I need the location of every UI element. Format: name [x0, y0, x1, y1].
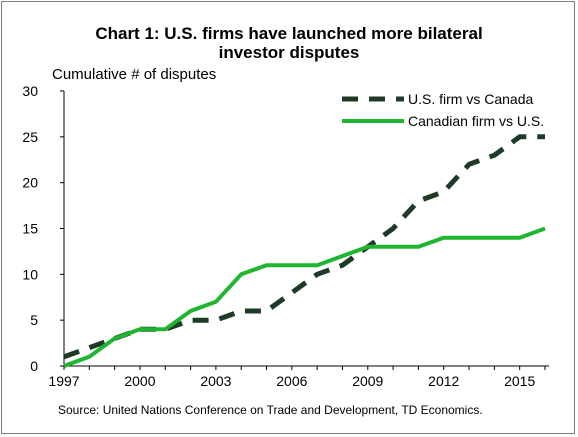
y-tick-label: 0 — [30, 358, 38, 374]
legend-label: Canadian firm vs U.S. — [408, 113, 544, 129]
x-tick-label: 2015 — [504, 373, 535, 389]
y-tick-label: 5 — [30, 312, 38, 328]
x-tick-label: 2003 — [200, 373, 231, 389]
x-tick-label: 2006 — [276, 373, 307, 389]
chart-title-line-1: Chart 1: U.S. firms have launched more b… — [95, 24, 483, 43]
source-note: Source: United Nations Conference on Tra… — [58, 403, 483, 417]
y-tick-label: 15 — [22, 221, 38, 237]
y-tick-label: 30 — [22, 83, 38, 99]
y-tick-label: 20 — [22, 175, 38, 191]
x-tick-label: 2009 — [352, 373, 383, 389]
x-tick-label: 1997 — [48, 373, 79, 389]
legend-label: U.S. firm vs Canada — [408, 91, 533, 107]
chart-title-line-2: investor disputes — [218, 43, 360, 62]
x-tick-label: 2000 — [124, 373, 155, 389]
y-tick-label: 10 — [22, 266, 38, 282]
y-axis-label: Cumulative # of disputes — [52, 66, 217, 83]
chart-title: Chart 1: U.S. firms have launched more b… — [0, 24, 578, 62]
y-tick-label: 25 — [22, 129, 38, 145]
series-line-canada-vs-us — [63, 226, 546, 368]
x-tick-label: 2012 — [428, 373, 459, 389]
series-line-us-vs-canada — [63, 134, 545, 360]
